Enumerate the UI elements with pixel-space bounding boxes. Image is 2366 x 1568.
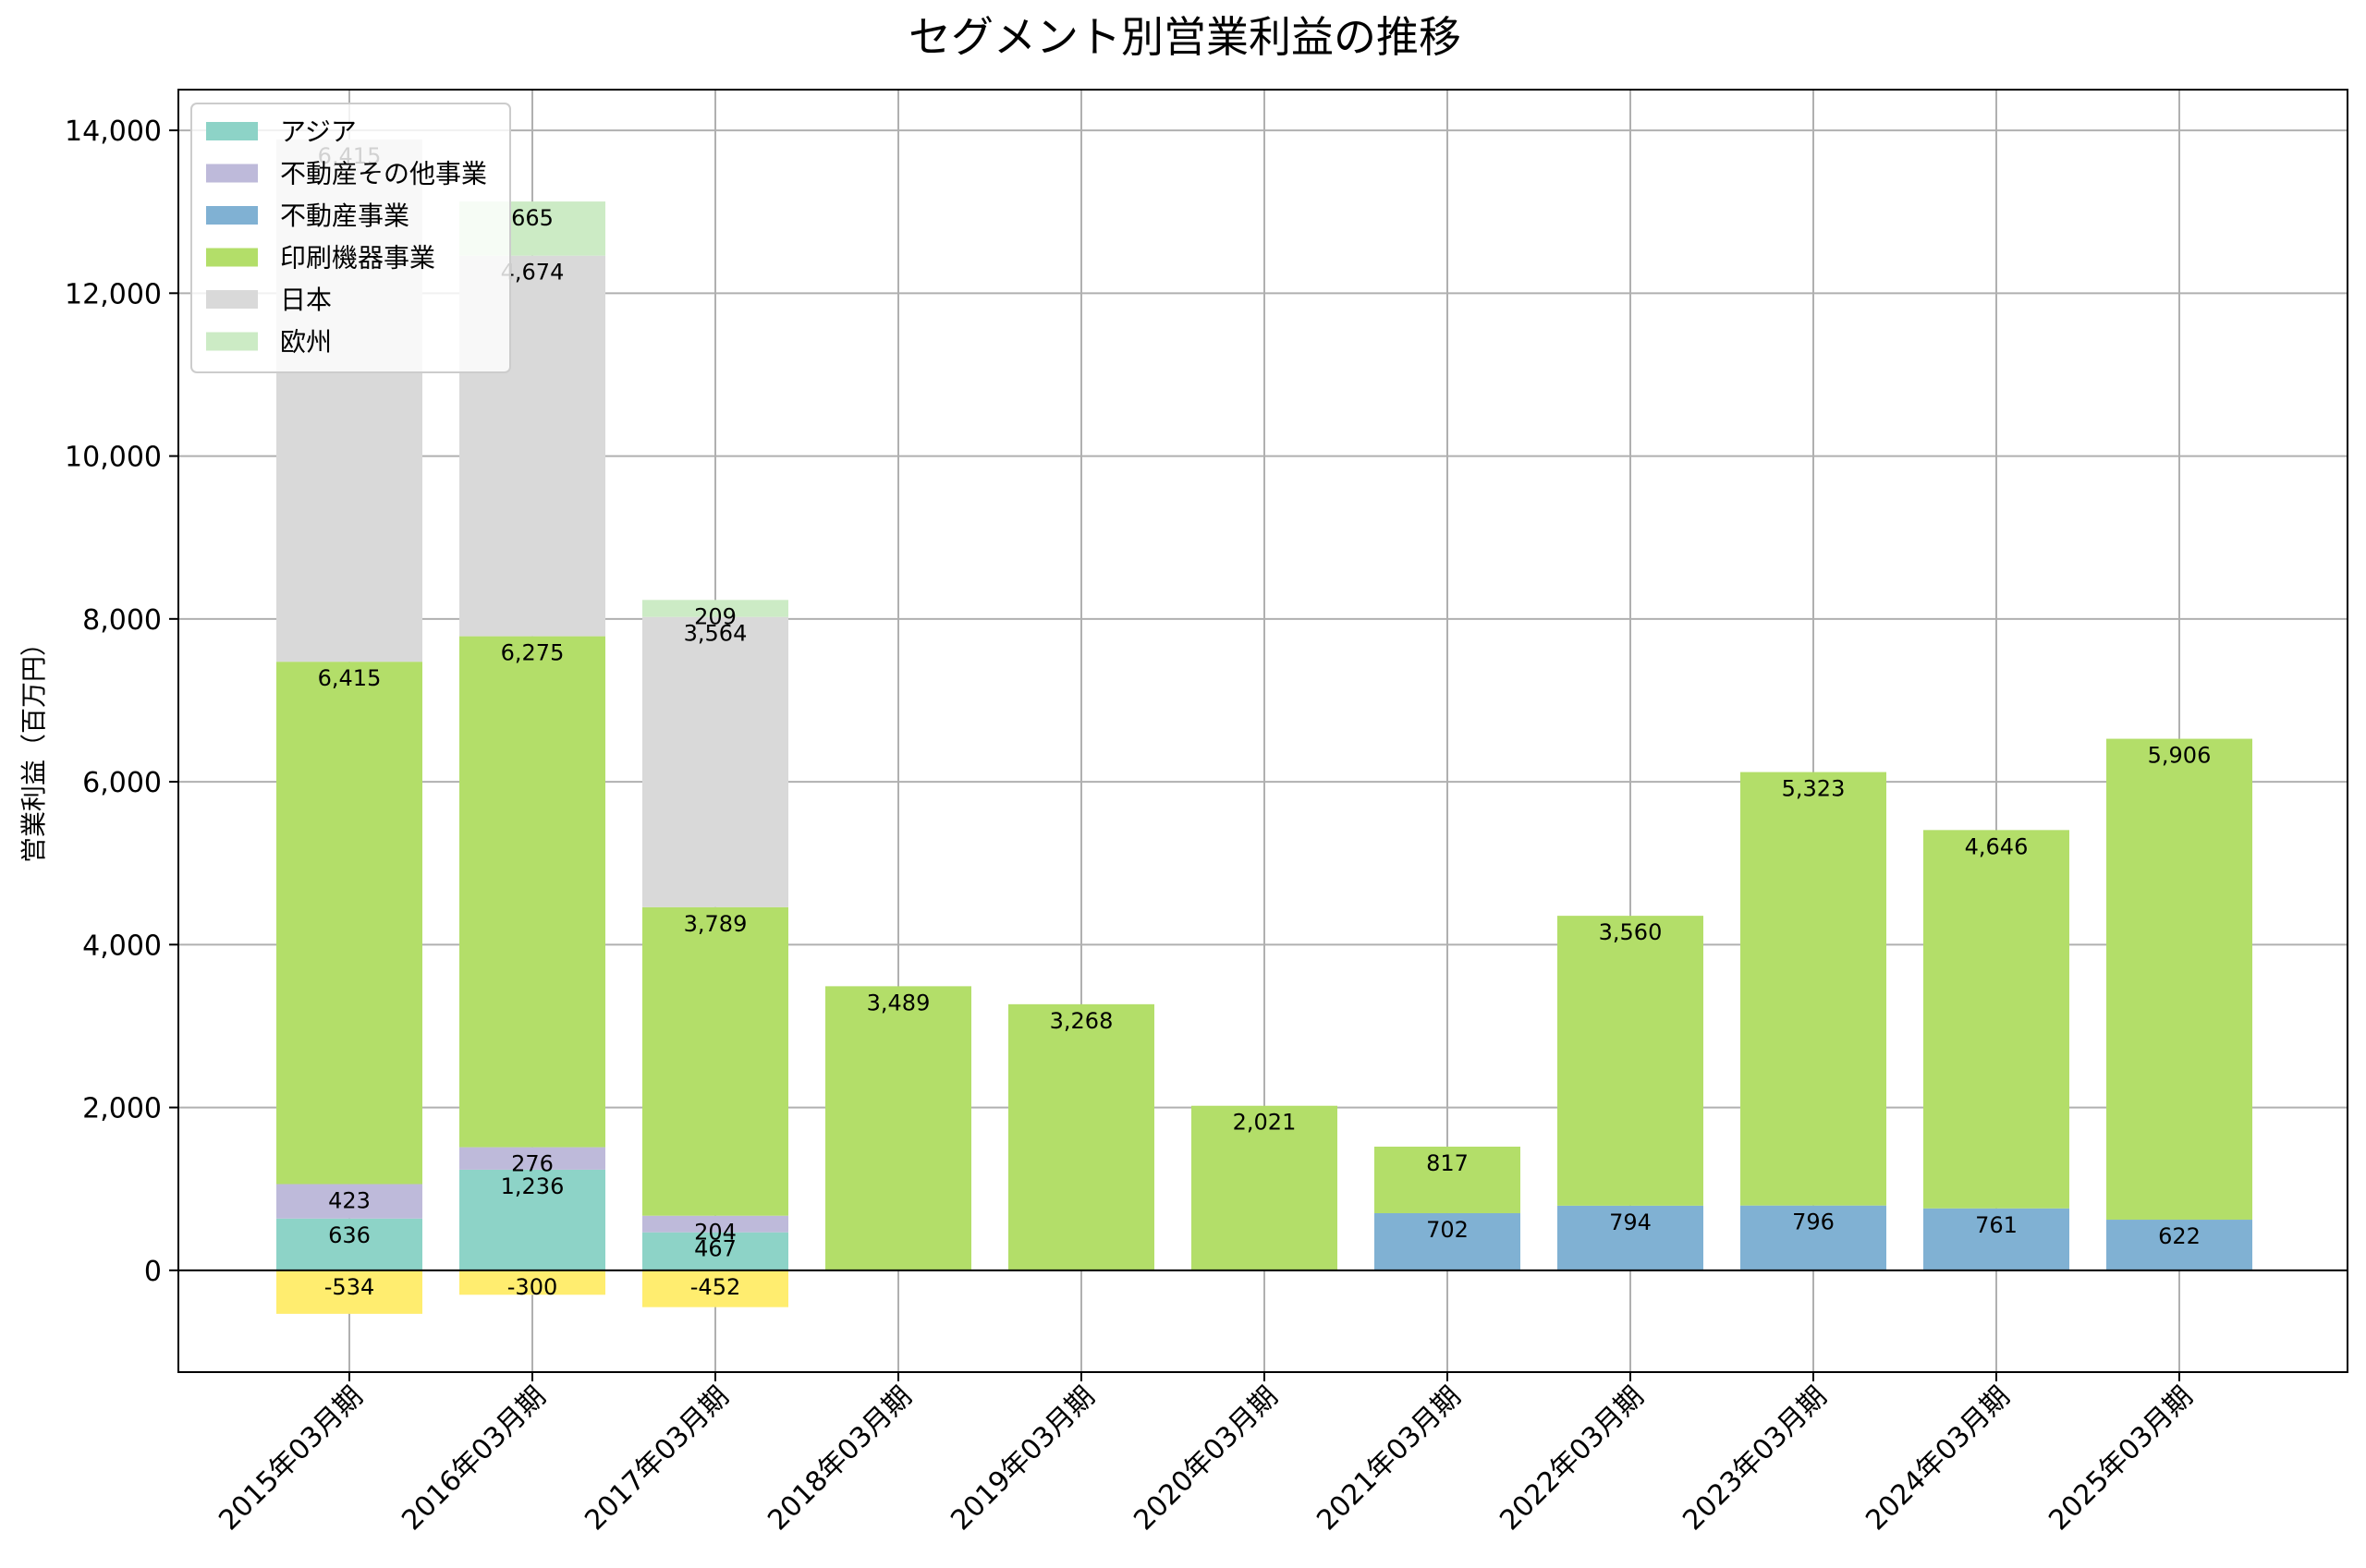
data-label: 3,268: [1050, 1008, 1114, 1034]
data-label: -534: [324, 1274, 374, 1300]
data-label: 665: [511, 205, 554, 231]
data-label: 3,789: [684, 911, 748, 937]
bar-segment: [642, 616, 788, 907]
bar-segment: [1008, 1003, 1154, 1270]
bars: [276, 139, 2252, 1314]
data-label: 4,646: [1965, 833, 2029, 859]
x-tick-label: 2017年03月期: [579, 1380, 735, 1537]
data-label: 794: [1609, 1209, 1652, 1235]
bar-segment: [1923, 830, 2069, 1209]
y-axis: 0 2,000 4,000 6,000 8,000 10,000 12,000 14,000: [65, 115, 178, 1288]
x-axis: 2015年03月期 2016年03月期 2017年03月期 2018年03月期 2019…: [213, 1372, 2200, 1537]
y-tick-label: 12,000: [65, 278, 162, 310]
legend-entry: 不動産その他事業: [280, 159, 487, 189]
bar-segment: [1374, 1212, 1520, 1270]
bar-segment: [459, 636, 605, 1148]
y-tick-label: 10,000: [65, 442, 162, 474]
data-label: 636: [328, 1222, 371, 1248]
bar-segment: [276, 1270, 422, 1314]
data-label: 209: [694, 603, 737, 629]
y-tick-label: 6,000: [82, 767, 162, 799]
bar-segment: [1191, 1105, 1337, 1270]
bar-segment: [1557, 1205, 1703, 1270]
x-tick-label: 2018年03月期: [762, 1380, 918, 1537]
bar-segment: [459, 1169, 605, 1270]
y-tick-label: 4,000: [82, 930, 162, 962]
legend-swatch: [206, 290, 258, 309]
legend-entry: アジア: [280, 116, 357, 147]
bar-segment: [1374, 1146, 1520, 1213]
y-tick-label: 2,000: [82, 1093, 162, 1125]
data-label: 3,489: [867, 990, 931, 1015]
y-tick-label: 0: [144, 1256, 162, 1288]
data-label: 204: [694, 1220, 737, 1246]
legend-entry: 日本: [280, 285, 332, 315]
x-tick-label: 2022年03月期: [1494, 1380, 1650, 1537]
bar-segment: [642, 1232, 788, 1270]
bar-segment: [825, 986, 971, 1270]
data-label: -452: [690, 1274, 740, 1300]
data-label: 817: [1426, 1150, 1469, 1176]
legend-swatch: [206, 248, 258, 267]
legend-swatch: [206, 332, 258, 351]
x-tick-label: 2024年03月期: [1860, 1380, 2016, 1537]
data-label: 3,560: [1599, 919, 1663, 945]
bar-segment: [642, 600, 788, 617]
x-tick-label: 2015年03月期: [213, 1380, 369, 1537]
x-tick-label: 2021年03月期: [1311, 1380, 1467, 1537]
legend-entry: 欧州: [280, 327, 332, 358]
legend-swatch: [206, 164, 258, 183]
data-label: 6,415: [318, 665, 382, 691]
legend-box: [190, 103, 511, 373]
bar-segment: [459, 1147, 605, 1170]
data-label: 3,564: [684, 621, 748, 647]
y-tick-label: 8,000: [82, 604, 162, 637]
bar-segment: [276, 1218, 422, 1270]
data-label: 1,236: [501, 1173, 565, 1199]
bar-segment: [1557, 916, 1703, 1206]
data-label: 5,323: [1782, 776, 1846, 802]
data-label: 4,674: [501, 260, 565, 286]
data-labels: 636 1,236 467 423 276 204 702 794 796 761 622 6,415…: [318, 143, 2212, 1300]
y-tick-label: 14,000: [65, 115, 162, 148]
bar-segment: [276, 662, 422, 1185]
legend-entry: 不動産事業: [280, 201, 409, 231]
data-label: -300: [507, 1274, 557, 1300]
y-axis-label: 営業利益（百万円）: [18, 630, 49, 863]
data-label: 622: [2158, 1223, 2201, 1249]
data-label: 467: [694, 1236, 737, 1262]
bar-segment: [2106, 1220, 2252, 1270]
x-tick-label: 2020年03月期: [1128, 1380, 1284, 1537]
x-tick-label: 2019年03月期: [945, 1380, 1101, 1537]
data-label: 423: [328, 1188, 371, 1214]
legend-swatch: [206, 122, 258, 140]
data-label: 796: [1792, 1209, 1835, 1235]
bar-segment: [1740, 772, 1886, 1206]
bar-segment: [642, 906, 788, 1216]
bar-segment: [642, 1270, 788, 1307]
legend-swatch: [206, 206, 258, 225]
data-label: 276: [511, 1151, 554, 1177]
x-tick-label: 2023年03月期: [1677, 1380, 1833, 1537]
bar-segment: [2106, 738, 2252, 1221]
x-tick-label: 2016年03月期: [396, 1380, 552, 1537]
data-label: 5,906: [2148, 743, 2212, 769]
legend-entry: 印刷機器事業: [280, 243, 435, 273]
chart-title: セグメント別営業利益の推移: [909, 12, 1461, 62]
bar-segment: [1740, 1205, 1886, 1270]
bar-segment: [1923, 1208, 2069, 1270]
x-tick-label: 2025年03月期: [2043, 1380, 2199, 1537]
data-label: 761: [1975, 1212, 2018, 1238]
data-label: 702: [1426, 1217, 1469, 1243]
bar-segment: [459, 1270, 605, 1295]
bar-segment: [642, 1215, 788, 1233]
data-label: 6,275: [501, 640, 565, 666]
data-label: 2,021: [1233, 1110, 1297, 1136]
bar-segment: [276, 1184, 422, 1219]
plot-frame: [177, 89, 2348, 1373]
